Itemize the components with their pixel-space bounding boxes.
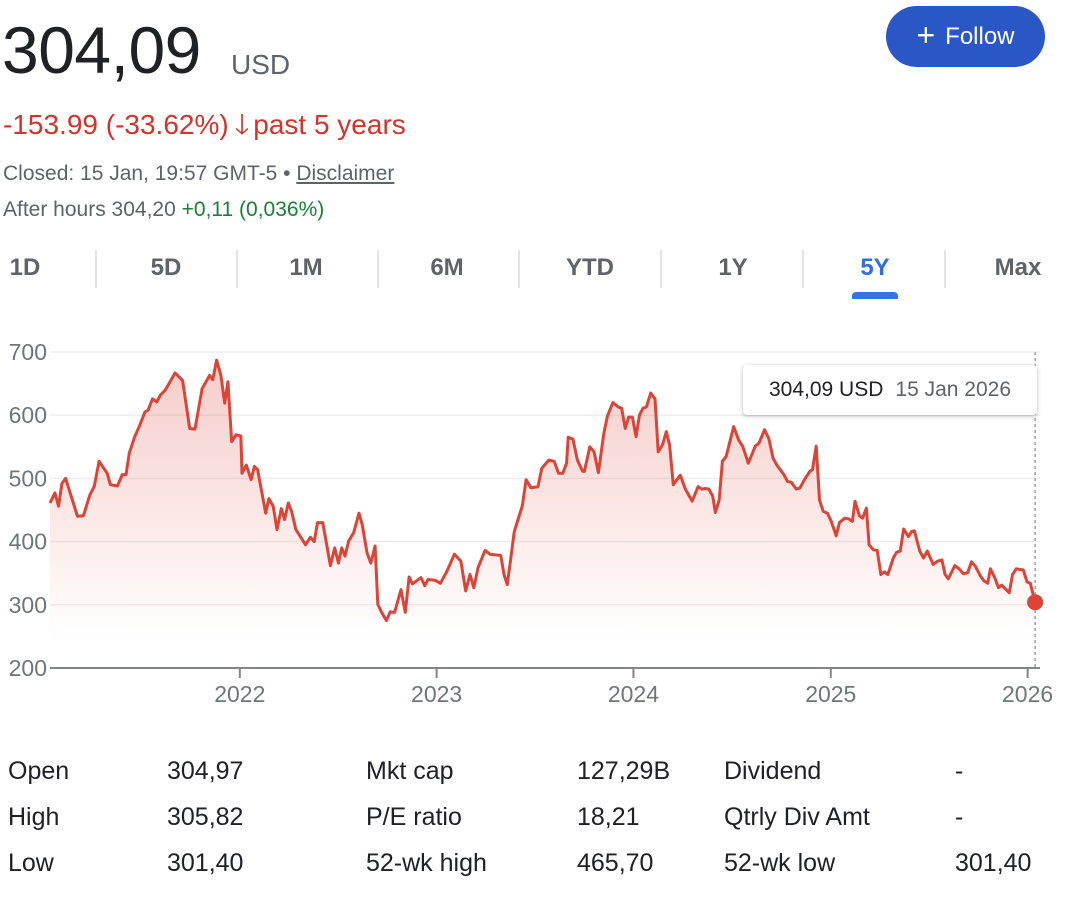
after-hours: After hours 304,20 +0,11 (0,036%) bbox=[3, 198, 324, 222]
y-tick-label: 400 bbox=[9, 529, 47, 555]
tab-1m[interactable]: 1M bbox=[289, 254, 323, 281]
y-tick-label: 600 bbox=[9, 402, 47, 428]
price-change: -153.99 (-33.62%) 🡓 past 5 years bbox=[3, 104, 406, 152]
stat-label-open: Open bbox=[8, 757, 70, 785]
tab-1y[interactable]: 1Y bbox=[718, 254, 748, 281]
stat-label-mkt-cap: Mkt cap bbox=[366, 757, 454, 785]
stat-value-open: 304,97 bbox=[167, 757, 244, 785]
tab-divider bbox=[95, 250, 97, 288]
stat-value-qtrly-div: - bbox=[955, 803, 964, 831]
y-tick-label: 500 bbox=[9, 465, 47, 491]
tab-divider bbox=[518, 250, 520, 288]
tab-divider bbox=[944, 250, 946, 288]
stat-label-52wk-low: 52-wk low bbox=[724, 849, 836, 877]
stat-value-mkt-cap: 127,29B bbox=[577, 757, 671, 785]
stat-label-dividend: Dividend bbox=[724, 757, 822, 785]
x-tick-label: 2022 bbox=[214, 681, 265, 707]
stat-label-low: Low bbox=[8, 849, 54, 877]
stat-label-high: High bbox=[8, 803, 60, 831]
x-tick-label: 2023 bbox=[411, 681, 462, 707]
change-period: past 5 years bbox=[253, 109, 406, 140]
chart-tooltip: 304,09 USD 15 Jan 2026 bbox=[743, 365, 1037, 415]
price-area-fill bbox=[50, 360, 1036, 668]
stat-value-pe-ratio: 18,21 bbox=[577, 803, 640, 831]
tab-max[interactable]: Max bbox=[994, 254, 1042, 281]
stat-label-52wk-high: 52-wk high bbox=[366, 849, 487, 877]
x-tick-label: 2024 bbox=[608, 681, 659, 707]
stat-value-high: 305,82 bbox=[167, 803, 244, 831]
stat-value-52wk-high: 465,70 bbox=[577, 849, 654, 877]
current-point-marker bbox=[1027, 594, 1044, 611]
tooltip-date: 15 Jan 2026 bbox=[895, 378, 1011, 401]
price-chart[interactable]: 200 300 400 500 600 700 2022 2023 2024 2025 2026 bbox=[0, 0, 1080, 720]
y-tick-label: 700 bbox=[9, 339, 47, 365]
y-tick-label: 300 bbox=[9, 592, 47, 618]
stat-value-dividend: - bbox=[955, 757, 964, 785]
tab-5d[interactable]: 5D bbox=[150, 254, 182, 281]
tab-divider bbox=[377, 250, 379, 288]
active-tab-indicator bbox=[852, 292, 898, 299]
plus-icon: + bbox=[916, 17, 936, 53]
follow-button[interactable]: + Follow bbox=[886, 6, 1045, 67]
price-line bbox=[48, 358, 1037, 623]
tab-ytd[interactable]: YTD bbox=[566, 254, 614, 281]
market-status: Closed: 15 Jan, 19:57 GMT-5 • Disclaimer bbox=[3, 162, 394, 186]
tab-1d[interactable]: 1D bbox=[9, 254, 41, 281]
stat-value-52wk-low: 301,40 bbox=[955, 849, 1032, 877]
tooltip-value: 304,09 USD bbox=[768, 378, 884, 401]
after-hours-change: +0,11 (0,036%) bbox=[181, 198, 325, 221]
current-price: 304,09 bbox=[2, 13, 201, 87]
stat-value-low: 301,40 bbox=[167, 849, 244, 877]
follow-label: Follow bbox=[945, 22, 1015, 50]
arrow-down-icon: 🡓 bbox=[234, 109, 250, 140]
tab-divider bbox=[236, 250, 238, 288]
tab-divider bbox=[802, 250, 804, 288]
stat-label-qtrly-div: Qtrly Div Amt bbox=[724, 803, 870, 831]
change-amount: -153.99 (-33.62%) bbox=[3, 109, 229, 140]
tab-5y[interactable]: 5Y bbox=[860, 254, 890, 281]
currency-label: USD bbox=[231, 49, 291, 80]
disclaimer-link[interactable]: Disclaimer bbox=[296, 162, 395, 185]
y-tick-label: 200 bbox=[9, 655, 47, 681]
tab-6m[interactable]: 6M bbox=[430, 254, 464, 281]
x-tick-label: 2026 bbox=[1002, 681, 1053, 707]
closed-time: Closed: 15 Jan, 19:57 GMT-5 • bbox=[3, 162, 291, 185]
after-hours-price: After hours 304,20 bbox=[3, 198, 176, 221]
tab-divider bbox=[660, 250, 662, 288]
stat-label-pe-ratio: P/E ratio bbox=[366, 803, 462, 831]
x-tick-label: 2025 bbox=[805, 681, 856, 707]
